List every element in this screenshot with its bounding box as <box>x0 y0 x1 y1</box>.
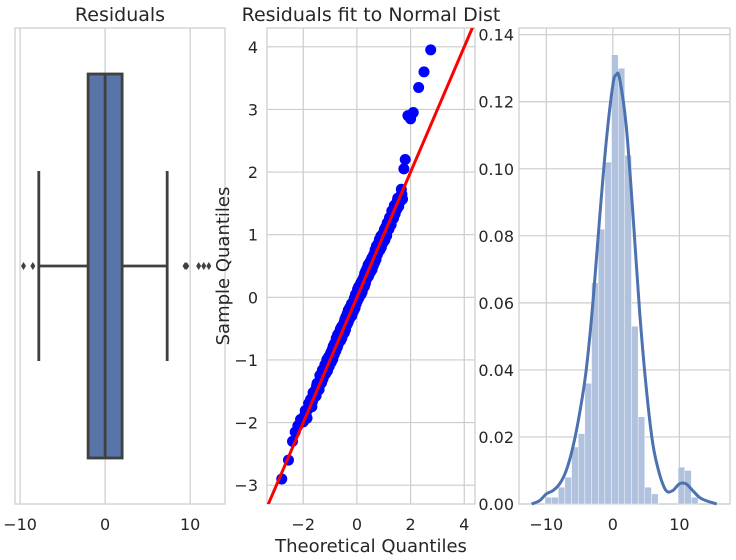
hist-y-tick-label: 0.04 <box>478 361 514 380</box>
qq-xlabel: Theoretical Quantiles <box>274 536 467 557</box>
boxplot-panel: Residuals −10 0 10 <box>3 4 226 534</box>
hist-x-tick-label: 10 <box>669 515 689 534</box>
box-flier <box>21 262 27 270</box>
qq-point <box>399 154 411 166</box>
hist-y-tick-label: 0.10 <box>478 160 514 179</box>
hist-y-tick-label: 0.12 <box>478 93 514 112</box>
hist-x-tick-label: −10 <box>529 515 563 534</box>
box-flier <box>206 262 212 270</box>
qq-y-tick-label: 3 <box>248 100 258 119</box>
hist-bar <box>651 493 659 505</box>
qq-point <box>398 163 410 175</box>
hist-y-tick-label: 0.06 <box>478 294 514 313</box>
hist-bar <box>611 54 619 505</box>
hist-bar <box>578 433 586 505</box>
qq-y-tick-label: 4 <box>248 38 258 57</box>
hist-bar <box>551 497 559 505</box>
hist-bar <box>558 487 566 505</box>
box-flier <box>184 262 190 270</box>
hist-bar <box>624 155 632 505</box>
hist-y-tick-label: 0.14 <box>478 26 514 45</box>
qq-point <box>425 44 437 56</box>
boxplot-x-tick-label: 10 <box>180 515 200 534</box>
boxplot-x-tick-label: 0 <box>100 515 110 534</box>
hist-bar <box>584 383 592 505</box>
hist-bar <box>617 68 626 505</box>
hist-x-tick-label: 0 <box>608 515 618 534</box>
qq-y-tick-label: 0 <box>248 288 258 307</box>
box-flier <box>196 262 202 270</box>
qq-title: Residuals fit to Normal Dist <box>242 4 501 26</box>
boxplot-x-tick-label: −10 <box>3 515 37 534</box>
qq-y-tick-label: −2 <box>234 414 258 433</box>
qq-y-tick-label: 2 <box>248 163 258 182</box>
hist-bar <box>644 487 652 505</box>
qq-point <box>413 82 425 93</box>
kde-curve <box>531 71 718 506</box>
qq-x-tick-label: 0 <box>352 515 362 534</box>
hist-bar <box>637 416 646 505</box>
qq-x-tick-label: 4 <box>459 515 469 534</box>
hist-bar <box>544 497 552 505</box>
hist-bar <box>564 476 572 505</box>
hist-bar <box>598 228 606 505</box>
hist-y-tick-label: 0.02 <box>478 428 514 447</box>
qq-x-tick-label: 2 <box>405 515 415 534</box>
hist-y-tick-label: 0.08 <box>478 227 514 246</box>
qq-y-tick-label: 1 <box>248 226 258 245</box>
qq-reference-line <box>267 28 474 504</box>
qq-x-tick-label: −2 <box>291 515 315 534</box>
box-flier <box>201 262 207 270</box>
qq-y-tick-label: −3 <box>234 476 258 495</box>
hist-bar <box>631 326 639 505</box>
hist-bar <box>571 446 579 505</box>
boxplot-title: Residuals <box>75 4 165 26</box>
hist-bar <box>604 161 612 505</box>
hist-y-tick-label: 0.00 <box>478 495 514 514</box>
histogram-panel: −10 0 10 0.00 0.02 0.04 0.06 0.08 0.10 0.12 0.14 <box>478 26 731 534</box>
box-flier <box>30 262 36 270</box>
qq-ylabel: Sample Quantiles <box>213 187 234 346</box>
hist-bar <box>691 497 699 505</box>
qq-y-tick-label: −1 <box>234 351 258 370</box>
qq-panel: Residuals fit to Normal Dist −2 0 2 4 −3 −2 −1… <box>213 4 500 557</box>
qq-point <box>407 107 419 119</box>
qq-point <box>418 66 430 78</box>
